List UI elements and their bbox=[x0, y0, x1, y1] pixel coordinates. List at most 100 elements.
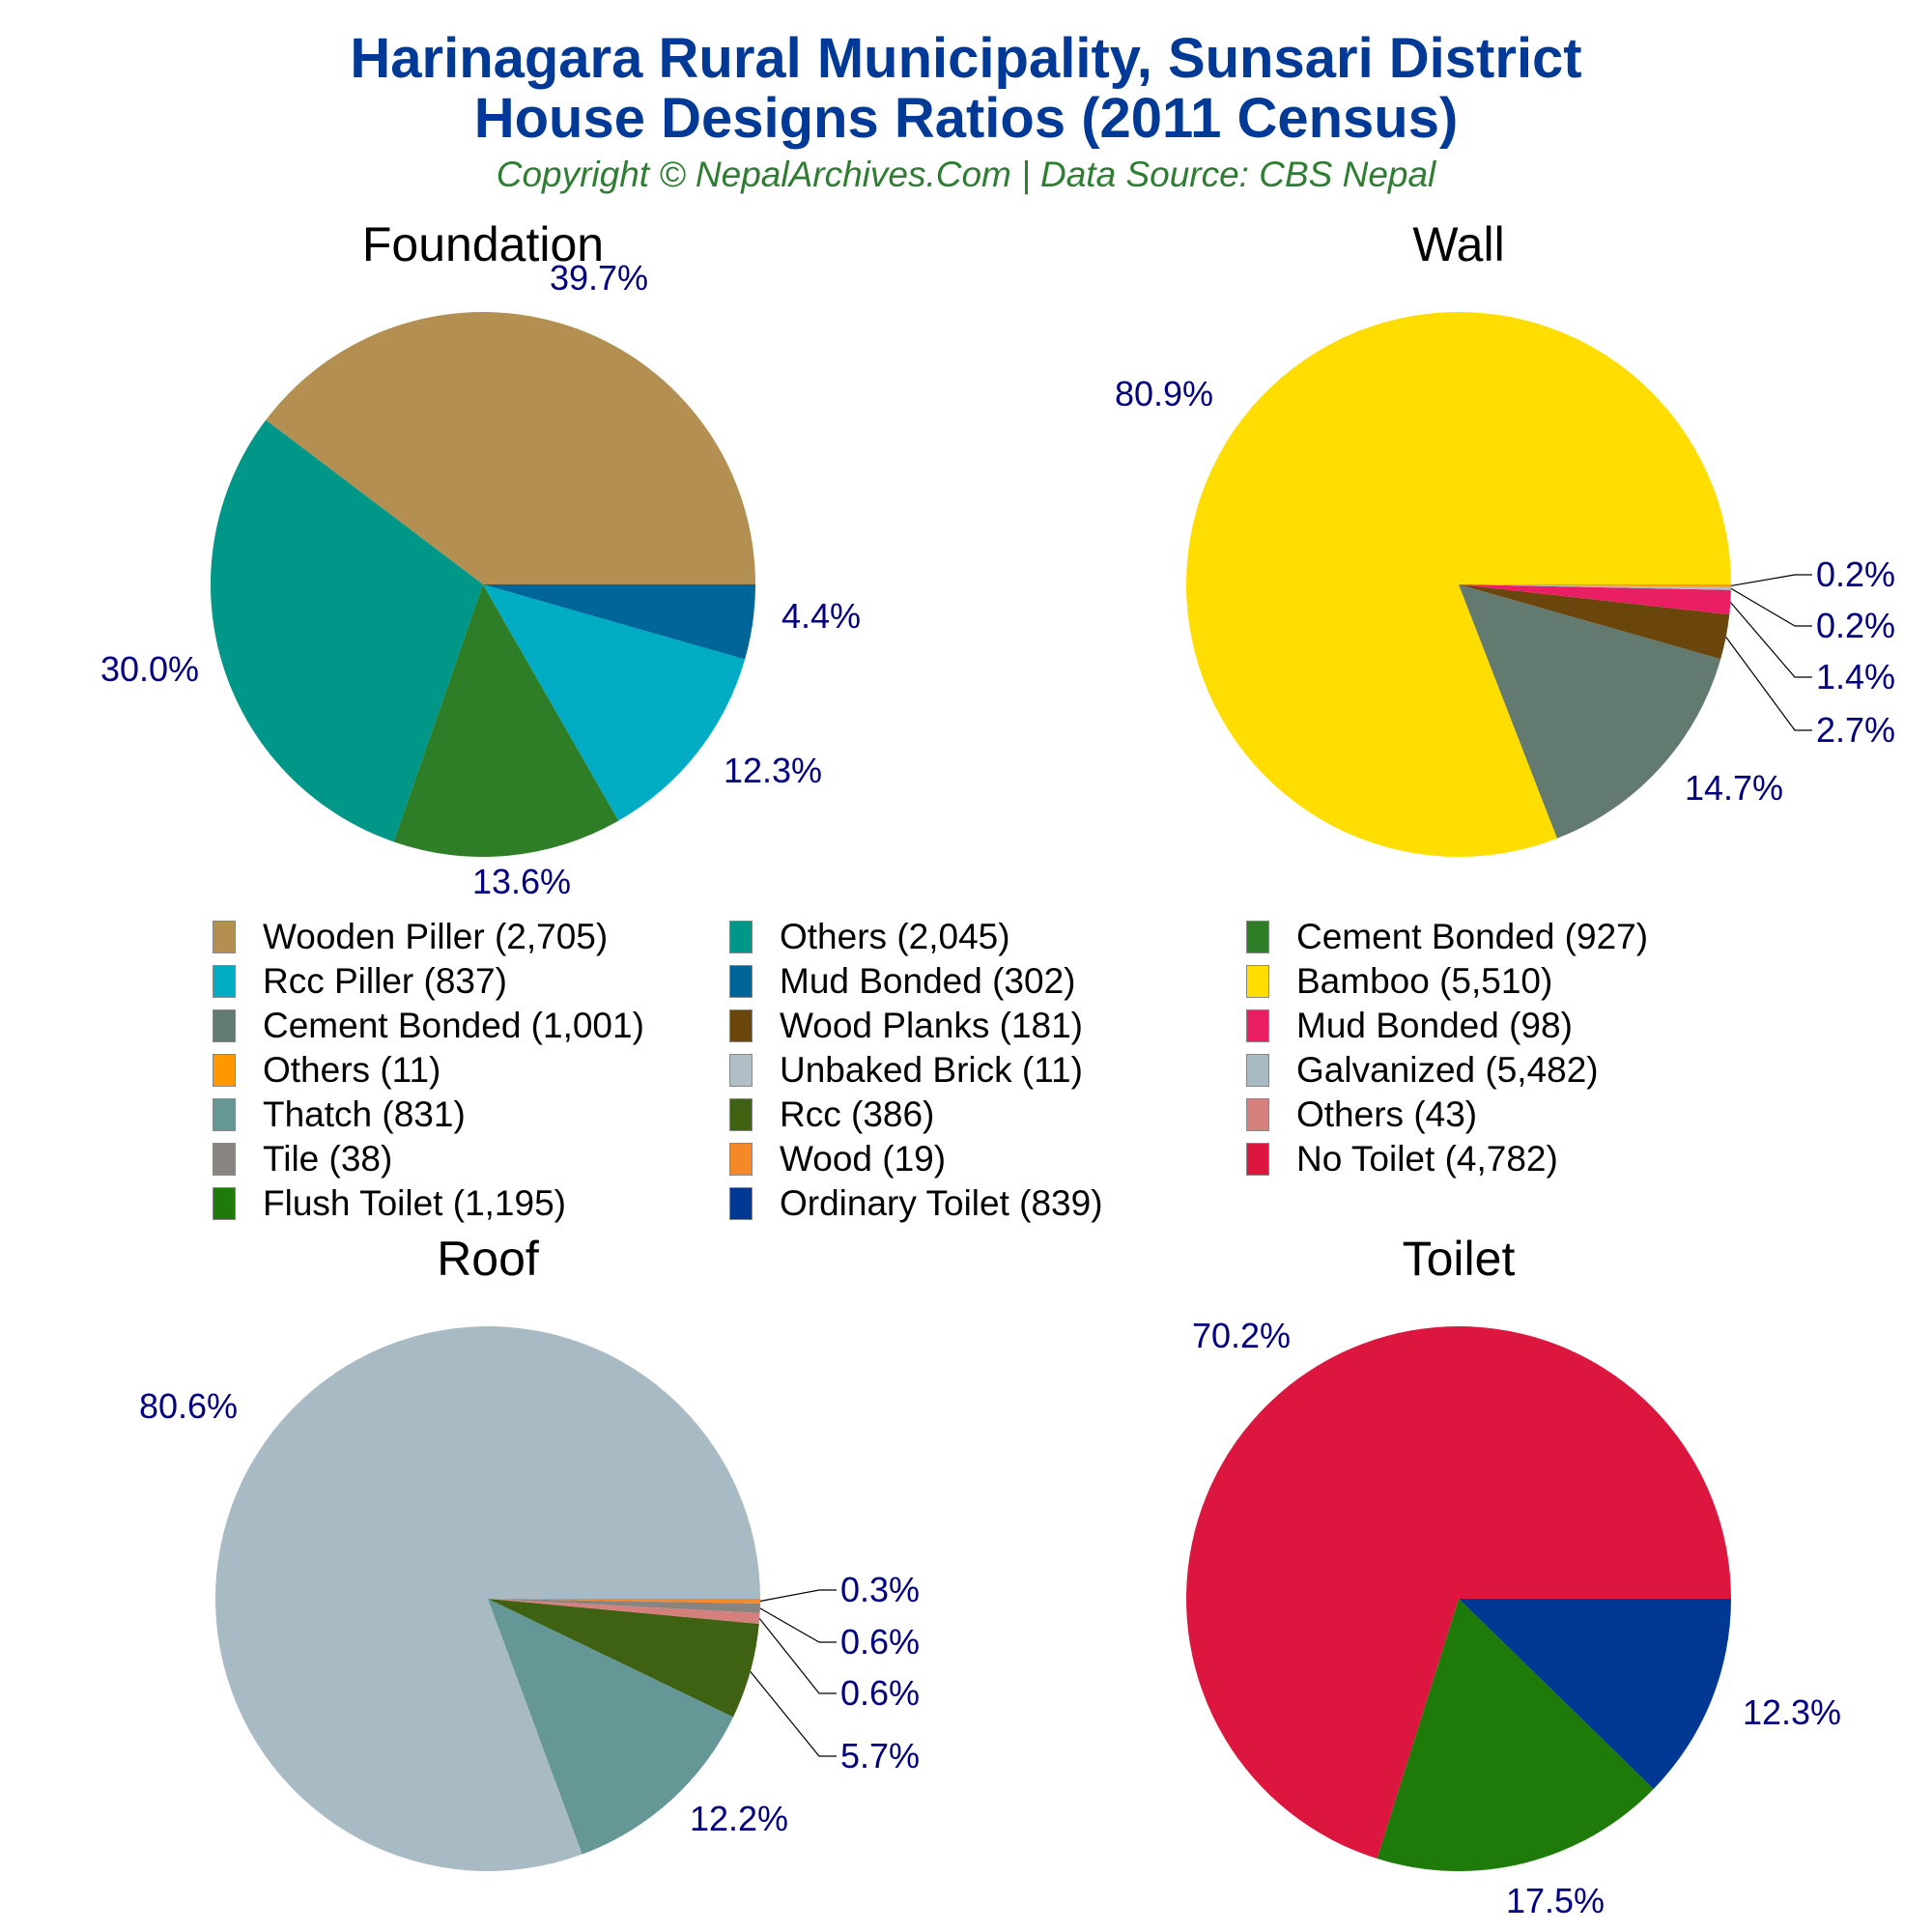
pie-title: Wall bbox=[1412, 217, 1504, 271]
legend-label: Wood (19) bbox=[780, 1139, 947, 1179]
pie-slice bbox=[1459, 584, 1731, 587]
percent-label: 30.0% bbox=[100, 649, 199, 689]
legend-item: Galvanized (5,482) bbox=[1246, 1050, 1763, 1090]
pie-title: Foundation bbox=[362, 217, 604, 271]
percent-label: 0.3% bbox=[840, 1570, 920, 1609]
legend-swatch bbox=[1246, 965, 1269, 998]
legend-swatch bbox=[729, 921, 753, 953]
legend-label: Galvanized (5,482) bbox=[1296, 1050, 1599, 1090]
chart-title-line2: House Designs Ratios (2011 Census) bbox=[473, 87, 1459, 150]
legend-swatch bbox=[213, 921, 236, 953]
legend-item: No Toilet (4,782) bbox=[1246, 1139, 1763, 1179]
percent-label: 0.2% bbox=[1816, 554, 1895, 594]
percent-label: 13.6% bbox=[472, 862, 571, 901]
pie-toilet: 70.2% 17.5% 12.3% Toilet bbox=[1185, 1232, 1841, 1920]
pie-slice bbox=[210, 419, 484, 842]
legend-swatch bbox=[1246, 1143, 1269, 1176]
legend-swatch bbox=[213, 1098, 236, 1131]
pie-slice bbox=[393, 584, 619, 857]
pie-slice bbox=[1185, 1326, 1731, 1860]
legend-item: Unbaked Brick (11) bbox=[729, 1050, 1246, 1090]
legend-label: Others (43) bbox=[1296, 1094, 1478, 1134]
pie-slice bbox=[266, 311, 755, 584]
legend-label: Rcc Piller (837) bbox=[263, 961, 507, 1001]
legend-swatch bbox=[729, 1187, 753, 1220]
legend-swatch bbox=[1246, 1009, 1269, 1042]
leader-line bbox=[750, 1671, 837, 1757]
leader-line bbox=[758, 1618, 837, 1694]
legend-item: Mud Bonded (98) bbox=[1246, 1006, 1763, 1045]
pie-title: Toilet bbox=[1403, 1232, 1516, 1286]
pie-wall: 80.9% 14.7% 2.7% 1.4% 0.2% 0.2% Wall bbox=[1115, 217, 1895, 858]
legend-swatch bbox=[729, 965, 753, 998]
legend-swatch bbox=[213, 1187, 236, 1220]
legend-swatch bbox=[729, 1054, 753, 1087]
leader-line bbox=[1725, 637, 1812, 731]
percent-label: 12.2% bbox=[690, 1799, 788, 1838]
leader-line bbox=[759, 1607, 837, 1643]
legend-item: Thatch (831) bbox=[213, 1094, 729, 1134]
legend-label: Mud Bonded (98) bbox=[1296, 1006, 1573, 1045]
pie-foundation: 39.7% 30.0% 13.6% 12.3% 4.4% Foundation bbox=[100, 217, 861, 901]
legend-label: Tile (38) bbox=[263, 1139, 393, 1179]
legend-label: Cement Bonded (927) bbox=[1296, 917, 1649, 956]
legend-swatch bbox=[729, 1009, 753, 1042]
legend-label: Mud Bonded (302) bbox=[780, 961, 1076, 1001]
leader-line bbox=[1730, 587, 1812, 627]
legend-label: Cement Bonded (1,001) bbox=[263, 1006, 644, 1045]
pie-title: Roof bbox=[437, 1232, 539, 1286]
percent-label: 39.7% bbox=[550, 258, 648, 298]
legend-item: Wood (19) bbox=[729, 1139, 1246, 1179]
legend-swatch bbox=[1246, 1098, 1269, 1131]
legend-label: Others (2,045) bbox=[780, 917, 1010, 956]
legend-swatch bbox=[213, 965, 236, 998]
legend-swatch bbox=[213, 1054, 236, 1087]
percent-label: 0.2% bbox=[1816, 606, 1895, 645]
percent-label: 12.3% bbox=[1743, 1692, 1841, 1732]
pie-slice bbox=[488, 1599, 759, 1718]
legend-item: Cement Bonded (927) bbox=[1246, 917, 1763, 956]
chart-subtitle: Copyright © NepalArchives.Com | Data Sou… bbox=[496, 155, 1436, 194]
legend-label: Others (11) bbox=[263, 1050, 441, 1090]
pie-slice bbox=[1459, 584, 1721, 838]
percent-label: 0.6% bbox=[840, 1673, 920, 1713]
pie-slice bbox=[483, 584, 756, 660]
percent-label: 70.2% bbox=[1192, 1316, 1291, 1355]
pie-slice bbox=[1459, 584, 1731, 590]
percent-label: 80.9% bbox=[1115, 374, 1213, 413]
legend-item: Rcc (386) bbox=[729, 1094, 1246, 1134]
legend-item: Flush Toilet (1,195) bbox=[213, 1183, 729, 1223]
leader-line bbox=[1729, 602, 1812, 678]
legend-item: Wood Planks (181) bbox=[729, 1006, 1246, 1045]
legend-label: No Toilet (4,782) bbox=[1296, 1139, 1558, 1179]
legend-label: Thatch (831) bbox=[263, 1094, 466, 1134]
legend-label: Wood Planks (181) bbox=[780, 1006, 1083, 1045]
leader-line bbox=[1730, 574, 1812, 587]
legend-item: Cement Bonded (1,001) bbox=[213, 1006, 729, 1045]
legend-item: Mud Bonded (302) bbox=[729, 961, 1246, 1001]
legend-item: Tile (38) bbox=[213, 1139, 729, 1179]
legend-item: Bamboo (5,510) bbox=[1246, 961, 1763, 1001]
legend-label: Unbaked Brick (11) bbox=[780, 1050, 1083, 1090]
pie-slice bbox=[488, 1599, 760, 1604]
pie-slice bbox=[1377, 1599, 1654, 1872]
percent-label: 14.7% bbox=[1685, 768, 1783, 808]
legend-label: Rcc (386) bbox=[780, 1094, 935, 1134]
legend-item: Others (11) bbox=[213, 1050, 729, 1090]
percent-label: 12.3% bbox=[724, 751, 822, 790]
leader-line bbox=[759, 1589, 837, 1603]
legend-swatch bbox=[213, 1009, 236, 1042]
legend-label: Wooden Piller (2,705) bbox=[263, 917, 609, 956]
percent-label: 1.4% bbox=[1816, 657, 1895, 696]
legend-swatch bbox=[1246, 1054, 1269, 1087]
percent-label: 2.7% bbox=[1816, 710, 1895, 750]
legend-item: Others (43) bbox=[1246, 1094, 1763, 1134]
percent-label: 17.5% bbox=[1506, 1881, 1605, 1920]
pie-slice bbox=[488, 1599, 734, 1855]
pie-slice bbox=[483, 584, 746, 821]
legend-item: Others (2,045) bbox=[729, 917, 1246, 956]
pie-slice bbox=[488, 1599, 760, 1613]
legend-label: Bamboo (5,510) bbox=[1296, 961, 1553, 1001]
legend-swatch bbox=[1246, 921, 1269, 953]
